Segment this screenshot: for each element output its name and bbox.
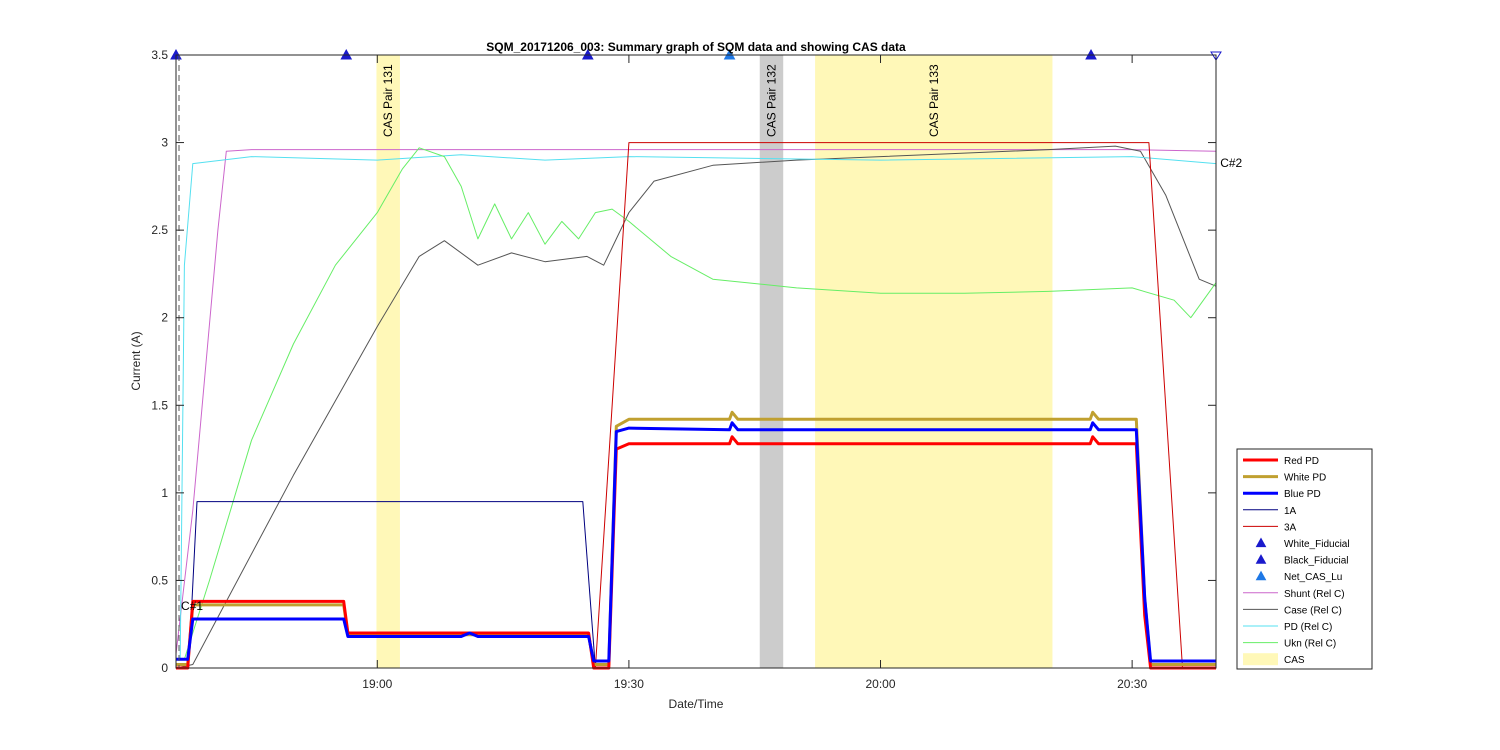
- legend-label: White_Fiducial: [1284, 539, 1350, 550]
- legend-label: Net_CAS_Lu: [1284, 572, 1342, 583]
- legend-item: Net_CAS_Lu: [1255, 570, 1342, 583]
- cas-band: [376, 55, 400, 668]
- y-tick-label: 0.5: [151, 573, 168, 587]
- legend-swatch-marker: [1255, 554, 1267, 564]
- legend-item: Shunt (Rel C): [1243, 589, 1345, 600]
- legend-label: Black_Fiducial: [1284, 556, 1348, 567]
- legend-item: Black_Fiducial: [1255, 554, 1348, 567]
- plot-area: CAS Pair 131 CAS Pair 132 CAS Pair 133 0 0.…: [151, 48, 1242, 691]
- legend-item: Ukn (Rel C): [1243, 639, 1336, 650]
- cas-band-label: CAS Pair 133: [927, 64, 941, 137]
- legend-items: Red PD White PD Blue PD 1A 3A White_Fiducial B…: [1243, 456, 1350, 666]
- axes-box: [175, 54, 1217, 669]
- legend-label: Red PD: [1284, 456, 1319, 467]
- y-tick-label: 2: [161, 311, 168, 325]
- y-axis-label: Current (A): [129, 331, 143, 390]
- legend-item: 1A: [1243, 506, 1297, 517]
- legend-label: Shunt (Rel C): [1284, 589, 1345, 600]
- legend-item: Blue PD: [1243, 489, 1321, 500]
- legend-item: Case (Rel C): [1243, 605, 1342, 616]
- cas-band-label: CAS Pair 131: [381, 64, 395, 137]
- legend: Red PD White PD Blue PD 1A 3A White_Fiducial B…: [1236, 448, 1373, 670]
- legend-item: Red PD: [1243, 456, 1319, 467]
- legend-item: White_Fiducial: [1255, 537, 1350, 550]
- y-tick-label: 1: [161, 486, 168, 500]
- legend-item: PD (Rel C): [1243, 622, 1332, 633]
- legend-label: 3A: [1284, 522, 1297, 533]
- cas-band: [759, 55, 784, 668]
- legend-swatch-marker: [1255, 570, 1267, 581]
- series-line-shunt-rel-c: [175, 149, 1217, 655]
- y-tick-label: 2.5: [151, 223, 168, 237]
- cas-band-label: CAS Pair 132: [764, 64, 778, 137]
- x-axis-label: Date/Time: [669, 697, 724, 711]
- legend-item: 3A: [1243, 522, 1297, 533]
- legend-item: White PD: [1243, 473, 1326, 484]
- x-tick-label: 19:30: [614, 677, 644, 691]
- y-tick-label: 3.5: [151, 48, 168, 62]
- chart-title: SQM_20171206_003: Summary graph of SQM d…: [486, 40, 906, 54]
- axis-ticks: 0 0.5 1 1.5 2 2.5 3 3.5 19:00 19:30 20:00 20:30: [151, 48, 1216, 691]
- legend-label: CAS: [1284, 655, 1305, 666]
- y-tick-label: 1.5: [151, 398, 168, 412]
- cas-bands: CAS Pair 131 CAS Pair 132 CAS Pair 133: [376, 55, 1053, 668]
- legend-label: Case (Rel C): [1284, 605, 1342, 616]
- legend-swatch-patch: [1243, 653, 1278, 666]
- series-line-pd-rel-c: [176, 154, 1217, 660]
- x-tick-label: 20:00: [866, 677, 896, 691]
- annotation-label: C#1: [181, 599, 203, 613]
- y-tick-label: 3: [161, 136, 168, 150]
- legend-label: 1A: [1284, 506, 1297, 517]
- series-line-case-rel-c: [175, 145, 1217, 669]
- legend-swatch-marker: [1255, 537, 1267, 548]
- annotations: C#1 C#2: [181, 156, 1243, 613]
- x-tick-label: 20:30: [1117, 677, 1147, 691]
- x-tick-label: 19:00: [362, 677, 392, 691]
- y-tick-label: 0: [161, 661, 168, 675]
- series-line-red-pd: [176, 435, 1216, 670]
- annotation-label: C#2: [1220, 156, 1242, 170]
- legend-label: PD (Rel C): [1284, 622, 1332, 633]
- legend-label: Ukn (Rel C): [1284, 639, 1336, 650]
- cas-band: [815, 55, 1053, 668]
- legend-label: White PD: [1284, 473, 1326, 484]
- series-line-ukn-rel-c: [176, 147, 1217, 660]
- series-line-blue-pd: [176, 421, 1216, 663]
- legend-label: Blue PD: [1284, 489, 1321, 500]
- legend-item: CAS: [1243, 653, 1305, 666]
